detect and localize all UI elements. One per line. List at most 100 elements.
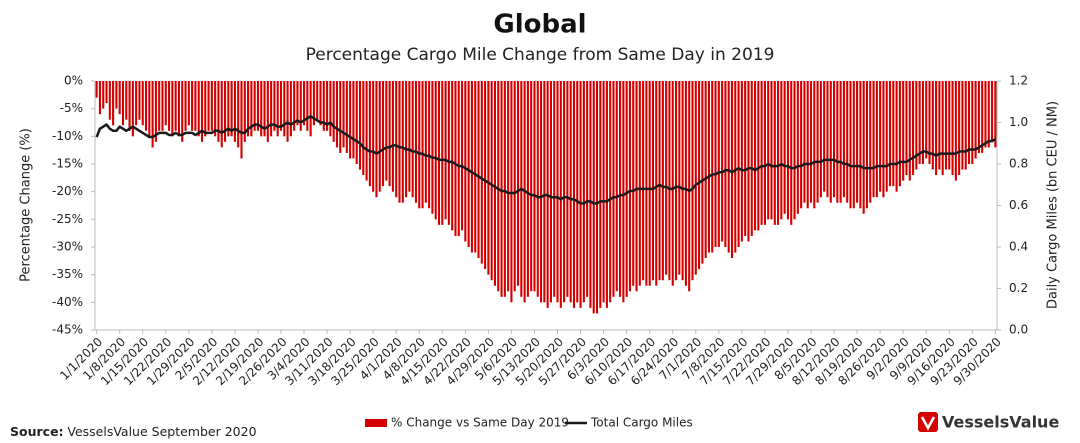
bar bbox=[181, 81, 184, 142]
y-tick-label: -10% bbox=[52, 129, 83, 143]
bar bbox=[444, 81, 447, 220]
bar bbox=[335, 81, 339, 148]
bar bbox=[803, 81, 806, 203]
bar bbox=[882, 81, 885, 198]
bar bbox=[306, 81, 309, 131]
bar bbox=[763, 81, 766, 225]
bar bbox=[217, 81, 220, 142]
bar bbox=[467, 81, 470, 247]
bar bbox=[734, 81, 737, 253]
bar bbox=[777, 81, 780, 225]
bar bbox=[428, 81, 431, 209]
bar bbox=[108, 81, 111, 120]
bar bbox=[536, 81, 539, 297]
bar bbox=[987, 81, 990, 148]
bar bbox=[961, 81, 964, 170]
bar bbox=[243, 81, 246, 142]
bar bbox=[737, 81, 740, 247]
bar bbox=[197, 81, 200, 137]
bar bbox=[368, 81, 371, 187]
y-axis-label: Percentage Change (%) bbox=[19, 128, 34, 282]
bar bbox=[958, 81, 961, 176]
bar bbox=[589, 81, 592, 308]
bar bbox=[164, 81, 167, 126]
y2-tick-label: 1.2 bbox=[1009, 74, 1028, 88]
bar bbox=[895, 81, 898, 192]
bar bbox=[984, 81, 987, 148]
bar bbox=[668, 81, 671, 281]
bar bbox=[951, 81, 954, 176]
bar bbox=[191, 81, 194, 131]
bar bbox=[358, 81, 362, 170]
bar bbox=[293, 81, 296, 131]
bar bbox=[503, 81, 506, 297]
bar bbox=[279, 81, 283, 131]
bar bbox=[138, 81, 141, 120]
bar bbox=[237, 81, 240, 148]
bar bbox=[493, 81, 497, 286]
bar bbox=[865, 81, 869, 209]
bar bbox=[648, 81, 651, 286]
bar bbox=[721, 81, 724, 242]
bar bbox=[770, 81, 773, 220]
bar bbox=[928, 81, 931, 164]
bar bbox=[556, 81, 559, 303]
logo-text: VesselsValue bbox=[942, 413, 1059, 432]
bar bbox=[730, 81, 734, 259]
bar bbox=[645, 81, 648, 286]
bar bbox=[220, 81, 223, 148]
bar bbox=[540, 81, 543, 303]
bar bbox=[642, 81, 645, 281]
bar bbox=[750, 81, 753, 236]
bar bbox=[651, 81, 655, 281]
bar bbox=[655, 81, 658, 286]
bar bbox=[638, 81, 641, 286]
bar bbox=[144, 81, 148, 131]
bar bbox=[184, 81, 187, 131]
bar bbox=[744, 81, 747, 236]
bar bbox=[819, 81, 822, 198]
bar bbox=[161, 81, 164, 131]
bar bbox=[566, 81, 569, 297]
y-tick-label: -15% bbox=[52, 157, 83, 171]
bar bbox=[681, 81, 684, 281]
bar bbox=[115, 81, 118, 109]
bar bbox=[800, 81, 803, 209]
bar bbox=[158, 81, 161, 131]
bar bbox=[329, 81, 332, 137]
bar bbox=[200, 81, 204, 142]
bar bbox=[836, 81, 839, 203]
y-tick-label: -25% bbox=[52, 212, 83, 226]
bar bbox=[408, 81, 411, 192]
bar bbox=[862, 81, 865, 214]
bar bbox=[533, 81, 536, 292]
bar bbox=[579, 81, 582, 308]
bar bbox=[576, 81, 579, 303]
bar bbox=[418, 81, 421, 209]
bar bbox=[954, 81, 957, 181]
bar bbox=[615, 81, 618, 292]
bar bbox=[849, 81, 852, 209]
bar bbox=[309, 81, 312, 137]
bar bbox=[724, 81, 727, 247]
bar bbox=[809, 81, 813, 203]
bar bbox=[635, 81, 638, 292]
bar bbox=[609, 81, 612, 303]
bar bbox=[135, 81, 138, 126]
bar bbox=[974, 81, 977, 159]
legend-label: % Change vs Same Day 2019 bbox=[391, 416, 569, 430]
y2-tick-label: 0.6 bbox=[1009, 198, 1028, 212]
source: Source: VesselsValue September 2020 bbox=[10, 424, 257, 439]
bar bbox=[296, 81, 299, 126]
source-text: VesselsValue September 2020 bbox=[67, 424, 256, 439]
source-label: Source: bbox=[10, 424, 64, 439]
bar bbox=[154, 81, 157, 142]
bar bbox=[151, 81, 154, 148]
bar bbox=[289, 81, 292, 137]
bar bbox=[405, 81, 408, 198]
y2-tick-label: 0.4 bbox=[1009, 240, 1028, 254]
bar bbox=[592, 81, 595, 314]
bar bbox=[260, 81, 263, 137]
bar bbox=[994, 81, 997, 148]
bar bbox=[977, 81, 980, 153]
